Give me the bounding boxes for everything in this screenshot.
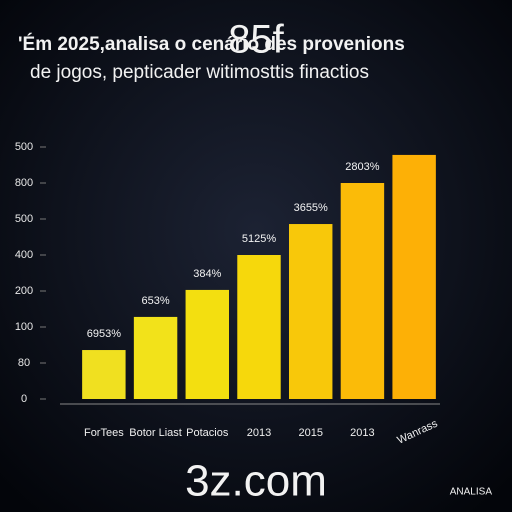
value-label: 5125%	[242, 233, 276, 245]
chart-title: 'Ém 2025,analisa o cenário des provenion…	[18, 33, 405, 55]
y-tick-label: 400	[15, 249, 33, 261]
footer-text: 3z.com	[185, 457, 327, 506]
bar	[340, 183, 385, 399]
y-tick-label: 0	[21, 393, 27, 405]
bar	[392, 154, 436, 399]
x-tick-label: Potacios	[186, 427, 229, 439]
y-tick-label: 500	[15, 141, 33, 153]
value-label: 384%	[193, 268, 221, 280]
bar	[133, 316, 178, 399]
bar	[185, 289, 230, 399]
y-tick-label: 80	[18, 357, 30, 369]
bar	[288, 224, 333, 399]
x-tick-label: 2013	[247, 427, 271, 439]
x-tick-label: ForTees	[84, 427, 124, 439]
bar	[237, 255, 281, 399]
value-label: 3655%	[294, 202, 328, 214]
x-tick-label: 2013	[350, 427, 374, 439]
x-tick-label: 2015	[298, 427, 322, 439]
chart-subtitle: de jogos, pepticader witimosttis finacti…	[30, 62, 369, 83]
bar	[82, 350, 126, 399]
value-label: 2803%	[345, 161, 379, 173]
y-tick-label: 500	[15, 213, 33, 225]
y-tick-label: 800	[15, 177, 33, 189]
x-tick-label: Botor Liast	[129, 427, 182, 439]
y-tick-label: 200	[15, 285, 33, 297]
overlay-text: 85f	[228, 18, 284, 62]
watermark: ANALISA	[450, 487, 493, 498]
value-label: 6953%	[87, 328, 121, 340]
y-tick-label: 100	[15, 321, 33, 333]
value-label: 653%	[142, 295, 170, 307]
